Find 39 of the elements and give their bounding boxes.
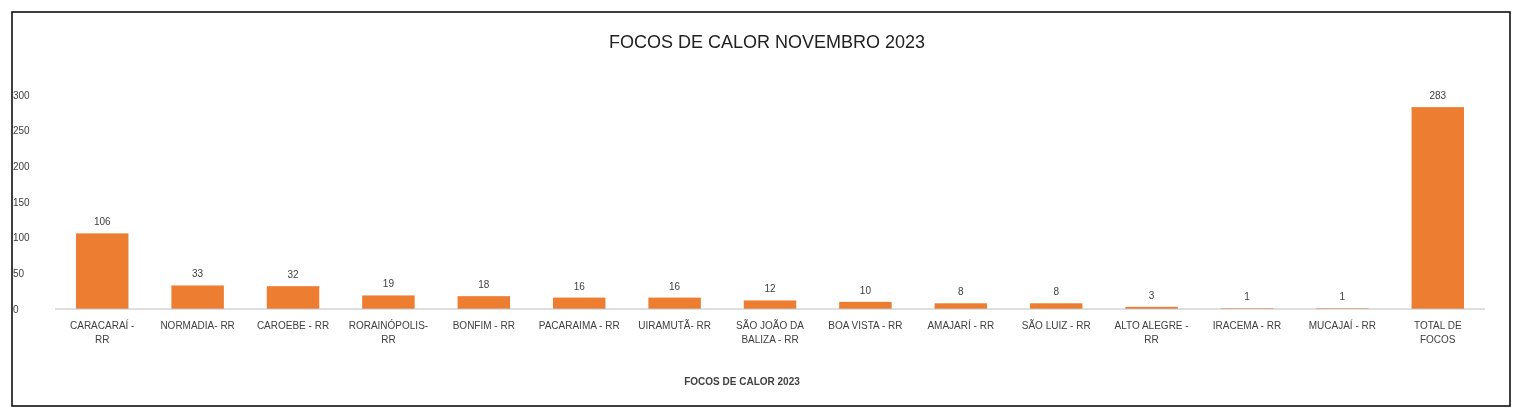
data-label: 283 [1429, 90, 1447, 102]
data-label: 1 [1339, 291, 1346, 303]
data-label: 32 [287, 269, 300, 281]
x-tick-label: BOA VISTA - RR [828, 320, 903, 331]
data-label: 16 [669, 280, 681, 292]
data-label: 18 [478, 279, 490, 291]
y-tick-label: 250 [13, 125, 31, 137]
x-tick-label: IRACEMA - RR [1212, 320, 1282, 331]
y-tick-label: 200 [13, 161, 31, 173]
data-label: 1 [1244, 291, 1251, 303]
data-label: 106 [93, 216, 111, 228]
data-label: 16 [573, 280, 586, 292]
y-tick-label: 100 [13, 232, 31, 244]
x-tick-label: ALTO ALEGRE - RR [1114, 320, 1189, 345]
y-tick-label: 0 [13, 303, 19, 315]
data-label: 19 [382, 278, 395, 290]
data-label: 3 [1148, 289, 1155, 301]
x-tick-label: SÃO LUIZ - RR [1021, 319, 1091, 331]
x-tick-label: NORMADIA- RR [160, 320, 235, 331]
x-tick-label: PACARAIMA - RR [538, 320, 620, 331]
x-tick-label: CAROEBE - RR [256, 320, 330, 331]
x-tick-label: TOTAL DE FOCOS [1413, 320, 1462, 345]
data-label: 8 [958, 286, 965, 298]
x-tick-label: RORAINÓPOLIS- RR [348, 319, 429, 345]
x-tick-label: AMAJARÍ - RR [927, 319, 995, 331]
x-axis-title: FOCOS DE CALOR 2023 [684, 376, 801, 387]
y-tick-label: 50 [13, 268, 25, 280]
y-tick-label: 300 [13, 89, 31, 101]
data-label: 10 [859, 284, 872, 296]
data-label: 12 [764, 283, 776, 295]
x-tick-label: MUCAJAÍ - RR [1308, 319, 1376, 331]
data-label: 8 [1053, 286, 1060, 298]
chart-title: FOCOS DE CALOR NOVEMBRO 2023 [608, 32, 926, 52]
y-tick-label: 150 [13, 196, 31, 208]
x-tick-label: BONFIM - RR [452, 320, 515, 331]
x-tick-label: SÃO JOÃO DA BALIZA - RR [736, 319, 805, 345]
x-tick-label: CARACARAÍ - RR [69, 319, 135, 345]
data-label: 33 [192, 268, 204, 280]
x-tick-label: UIRAMUTÃ- RR [638, 319, 711, 331]
